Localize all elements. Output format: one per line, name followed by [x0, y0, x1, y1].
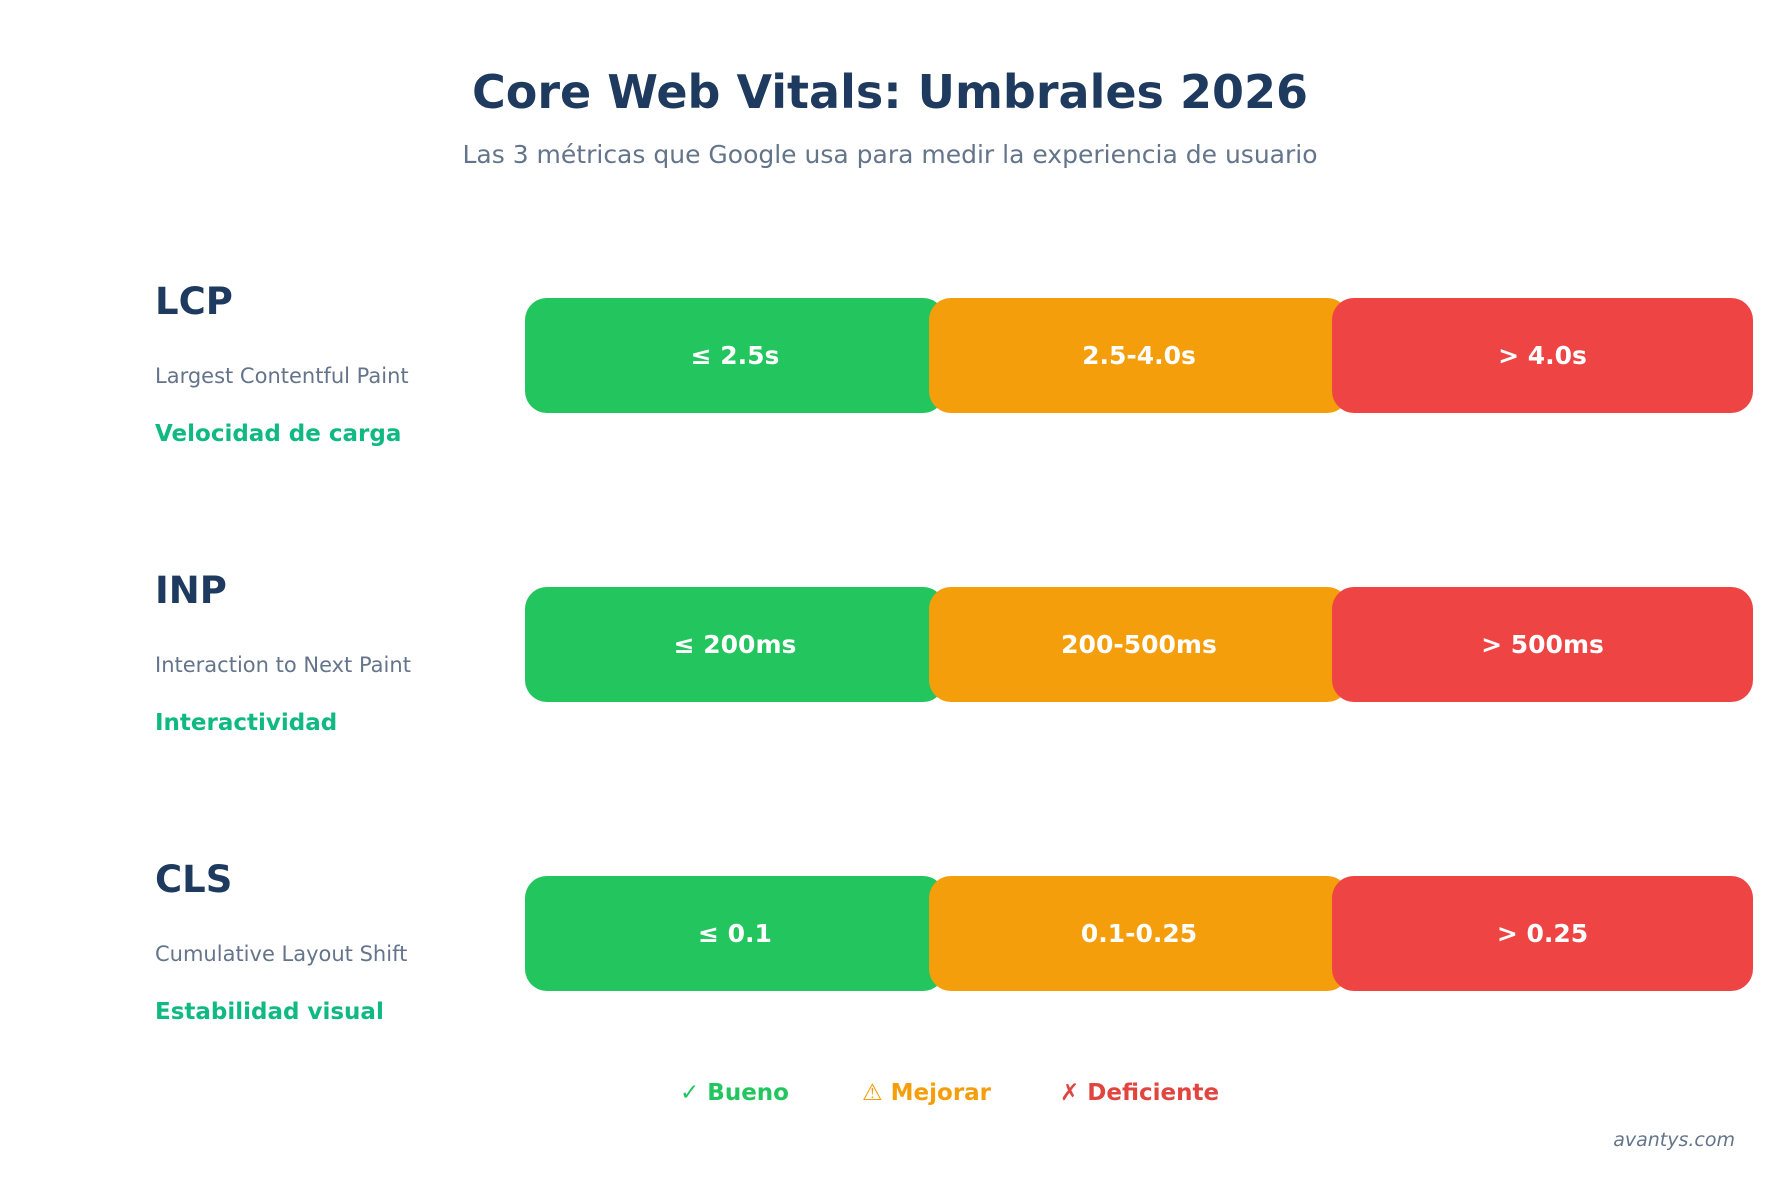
legend-item-poor: ✗ Deficiente: [1060, 1078, 1219, 1108]
legend-item-improve: ⚠ Mejorar: [862, 1078, 991, 1108]
threshold-needs-improvement: 0.1-0.25: [929, 876, 1349, 991]
metric-abbreviation: CLS: [155, 858, 233, 901]
metric-row-cls: CLS Cumulative Layout Shift Estabilidad …: [0, 856, 1780, 1046]
warning-icon: ⚠: [862, 1080, 883, 1106]
metric-full-name: Cumulative Layout Shift: [155, 942, 408, 966]
metric-row-lcp: LCP Largest Contentful Paint Velocidad d…: [0, 278, 1780, 468]
threshold-needs-improvement: 2.5-4.0s: [929, 298, 1349, 413]
threshold-good: ≤ 200ms: [525, 587, 945, 702]
metric-category: Interactividad: [155, 710, 338, 736]
threshold-poor: > 0.25: [1332, 876, 1753, 991]
metric-category: Velocidad de carga: [155, 421, 402, 447]
legend-label-poor: Deficiente: [1087, 1080, 1220, 1106]
threshold-needs-improvement: 200-500ms: [929, 587, 1349, 702]
legend-label-good: Bueno: [707, 1080, 789, 1106]
metric-row-inp: INP Interaction to Next Paint Interactiv…: [0, 567, 1780, 757]
threshold-poor: > 4.0s: [1332, 298, 1753, 413]
metric-full-name: Largest Contentful Paint: [155, 364, 409, 388]
legend-label-improve: Mejorar: [890, 1080, 992, 1106]
page-title: Core Web Vitals: Umbrales 2026: [472, 65, 1308, 119]
footer-credit: avantys.com: [1613, 1129, 1735, 1151]
legend-item-good: ✓ Bueno: [680, 1078, 789, 1108]
metric-abbreviation: LCP: [155, 280, 233, 323]
metric-category: Estabilidad visual: [155, 999, 384, 1025]
metric-abbreviation: INP: [155, 569, 227, 612]
threshold-good: ≤ 0.1: [525, 876, 945, 991]
threshold-good: ≤ 2.5s: [525, 298, 945, 413]
threshold-poor: > 500ms: [1332, 587, 1753, 702]
cross-icon: ✗: [1060, 1080, 1080, 1106]
metric-full-name: Interaction to Next Paint: [155, 653, 411, 677]
page-subtitle: Las 3 métricas que Google usa para medir…: [462, 140, 1318, 169]
check-icon: ✓: [680, 1080, 700, 1106]
